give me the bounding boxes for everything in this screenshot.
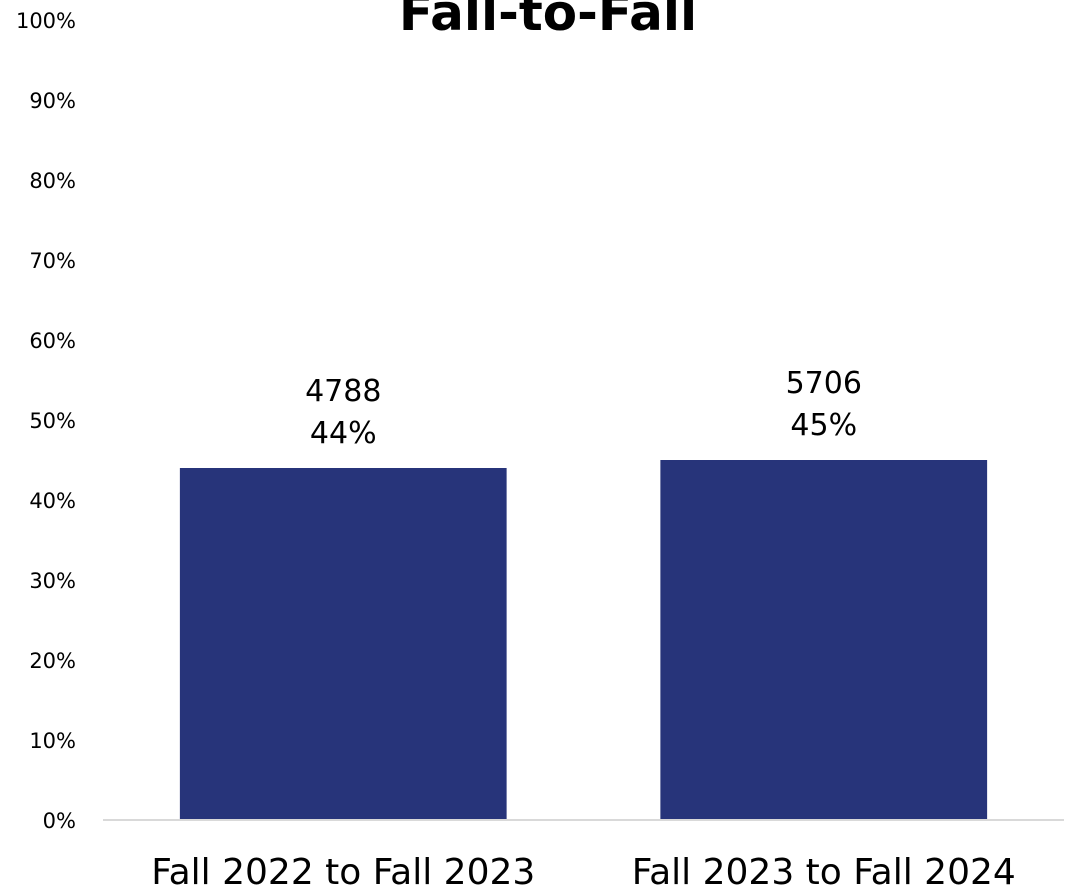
x-axis-categories: Fall 2022 to Fall 2023 Fall 2023 to Fall … <box>151 852 1016 891</box>
y-tick-label: 70% <box>29 249 76 273</box>
bar <box>179 468 507 820</box>
y-tick-label: 100% <box>16 9 76 33</box>
y-tick-label: 80% <box>29 169 76 193</box>
data-label-count: 4788 <box>305 374 381 409</box>
y-tick-label: 50% <box>29 409 76 433</box>
data-label-percent: 45% <box>790 408 857 443</box>
y-tick-label: 40% <box>29 489 76 513</box>
y-axis-ticks: 0% 10% 20% 30% 40% 50% 60% 70% 80% 90% 100% <box>16 9 76 833</box>
y-tick-label: 90% <box>29 89 76 113</box>
y-tick-label: 20% <box>29 649 76 673</box>
y-tick-label: 10% <box>29 729 76 753</box>
chart-title: Fall-to-Fall <box>399 0 697 42</box>
category-label: Fall 2023 to Fall 2024 <box>632 852 1016 891</box>
y-tick-label: 0% <box>43 809 76 833</box>
bar <box>660 460 988 820</box>
data-label-percent: 44% <box>310 416 377 451</box>
bars <box>179 460 988 820</box>
data-labels: 4788 44% 5706 45% <box>305 366 862 451</box>
category-label: Fall 2022 to Fall 2023 <box>151 852 535 891</box>
data-label-count: 5706 <box>786 366 862 401</box>
y-tick-label: 60% <box>29 329 76 353</box>
y-tick-label: 30% <box>29 569 76 593</box>
